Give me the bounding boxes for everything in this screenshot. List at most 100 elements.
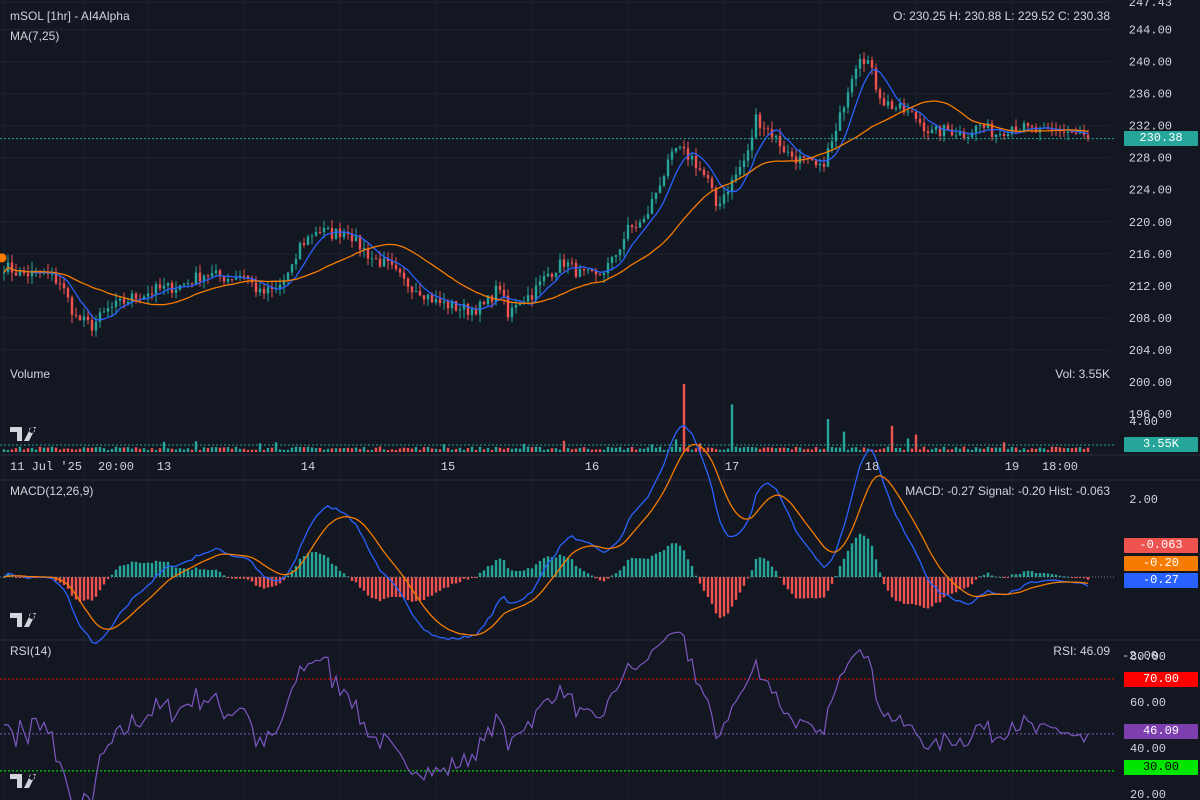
candle-body <box>642 218 646 223</box>
macd-hist-bar <box>850 543 854 577</box>
price-tag: 230.38 <box>1124 131 1198 146</box>
volume-bar <box>526 446 530 452</box>
volume-bar <box>474 449 478 452</box>
volume-bar <box>22 449 26 452</box>
candle-body <box>838 112 842 131</box>
candle-body <box>518 303 522 305</box>
macd-hist-bar <box>282 577 286 581</box>
price-tick-label: 232.00 <box>1129 120 1172 134</box>
volume-bar <box>354 447 358 452</box>
volume-bar <box>10 449 14 452</box>
volume-bar <box>374 447 378 452</box>
candle-body <box>338 228 342 238</box>
volume-bar <box>386 450 390 452</box>
candle-body <box>1022 123 1026 132</box>
volume-bar <box>1030 448 1034 452</box>
candle-body <box>870 60 874 68</box>
volume-bar <box>346 447 350 452</box>
candle-body <box>130 293 134 303</box>
macd-hist-bar <box>874 559 878 577</box>
volume-bar <box>462 449 466 452</box>
volume-bar <box>806 448 810 452</box>
macd-hist-bar <box>182 568 186 577</box>
rsi-label: RSI(14) <box>10 644 52 658</box>
candle-body <box>1014 126 1018 132</box>
macd-hist-bar <box>842 558 846 577</box>
macd-hist-bar <box>1038 572 1042 577</box>
candle-body <box>550 273 554 277</box>
macd-hist-bar <box>326 557 330 577</box>
volume-bar <box>998 447 1002 452</box>
macd-hist-bar <box>890 577 894 598</box>
macd-hist-bar <box>486 565 490 577</box>
macd-hist-bar <box>794 577 798 599</box>
macd-hist-bar <box>374 577 378 599</box>
volume-bar <box>442 444 446 452</box>
volume-bar <box>126 447 130 452</box>
macd-hist-bar <box>426 577 430 597</box>
macd-hist-bar <box>342 573 346 577</box>
candle-body <box>526 295 530 302</box>
candle-body <box>190 282 194 284</box>
volume-bar <box>582 447 586 452</box>
volume-bar <box>886 446 890 452</box>
volume-bar <box>554 448 558 452</box>
rsi-tick-label: 20.00 <box>1130 788 1166 800</box>
macd-hist-bar <box>294 565 298 577</box>
time-tick-label: 14 <box>301 460 315 474</box>
candle-body <box>482 301 486 305</box>
signal-line <box>3 443 1089 636</box>
candle-body <box>194 272 198 284</box>
volume-bar <box>18 446 22 452</box>
volume-bar <box>478 446 482 452</box>
macd-hist-bar <box>134 561 138 577</box>
volume-bar <box>802 449 806 452</box>
macd-hist-bar <box>414 577 418 602</box>
candle-body <box>802 156 806 158</box>
volume-bar <box>742 447 746 452</box>
volume-bar <box>38 446 42 452</box>
macd-tag: -0.27 <box>1124 573 1198 588</box>
candle-body <box>586 269 590 271</box>
macd-hist-bar <box>318 553 322 577</box>
macd-hist-bar <box>958 577 962 590</box>
candle-body <box>590 269 594 272</box>
volume-bar <box>698 443 702 452</box>
candle-body <box>618 249 622 256</box>
volume-bar <box>26 448 30 452</box>
macd-hist-bar <box>510 570 514 577</box>
volume-bar <box>758 448 762 452</box>
macd-hist-bar <box>734 577 738 600</box>
macd-hist-bar <box>766 560 770 577</box>
price-tick-label: 200.00 <box>1129 376 1172 390</box>
macd-hist-bar <box>854 537 858 577</box>
candle-body <box>1034 127 1038 133</box>
volume-bar <box>778 447 782 452</box>
macd-hist-bar <box>82 577 86 601</box>
ma-legend: MA(7,25) <box>10 29 60 43</box>
volume-bar <box>858 450 862 452</box>
macd-hist-bar <box>922 577 926 608</box>
volume-bar <box>630 446 634 452</box>
volume-bar <box>814 447 818 452</box>
macd-hist-bar <box>378 577 382 602</box>
macd-hist-bar <box>502 560 506 577</box>
volume-bar <box>510 448 514 452</box>
candle-body <box>122 298 126 304</box>
volume-bar <box>42 447 46 452</box>
candle-body <box>574 262 578 277</box>
candle-body <box>778 135 782 147</box>
volume-bar <box>406 447 410 452</box>
candle-body <box>170 283 174 293</box>
macd-hist-bar <box>1046 573 1050 577</box>
candle-body <box>222 276 226 282</box>
macd-hist-bar <box>654 553 658 577</box>
macd-hist-bar <box>910 577 914 604</box>
volume-bar <box>82 447 86 452</box>
volume-bar <box>46 447 50 452</box>
volume-bar <box>530 447 534 452</box>
volume-bar <box>738 447 742 452</box>
candle-body <box>30 270 34 277</box>
volume-bar <box>382 449 386 452</box>
